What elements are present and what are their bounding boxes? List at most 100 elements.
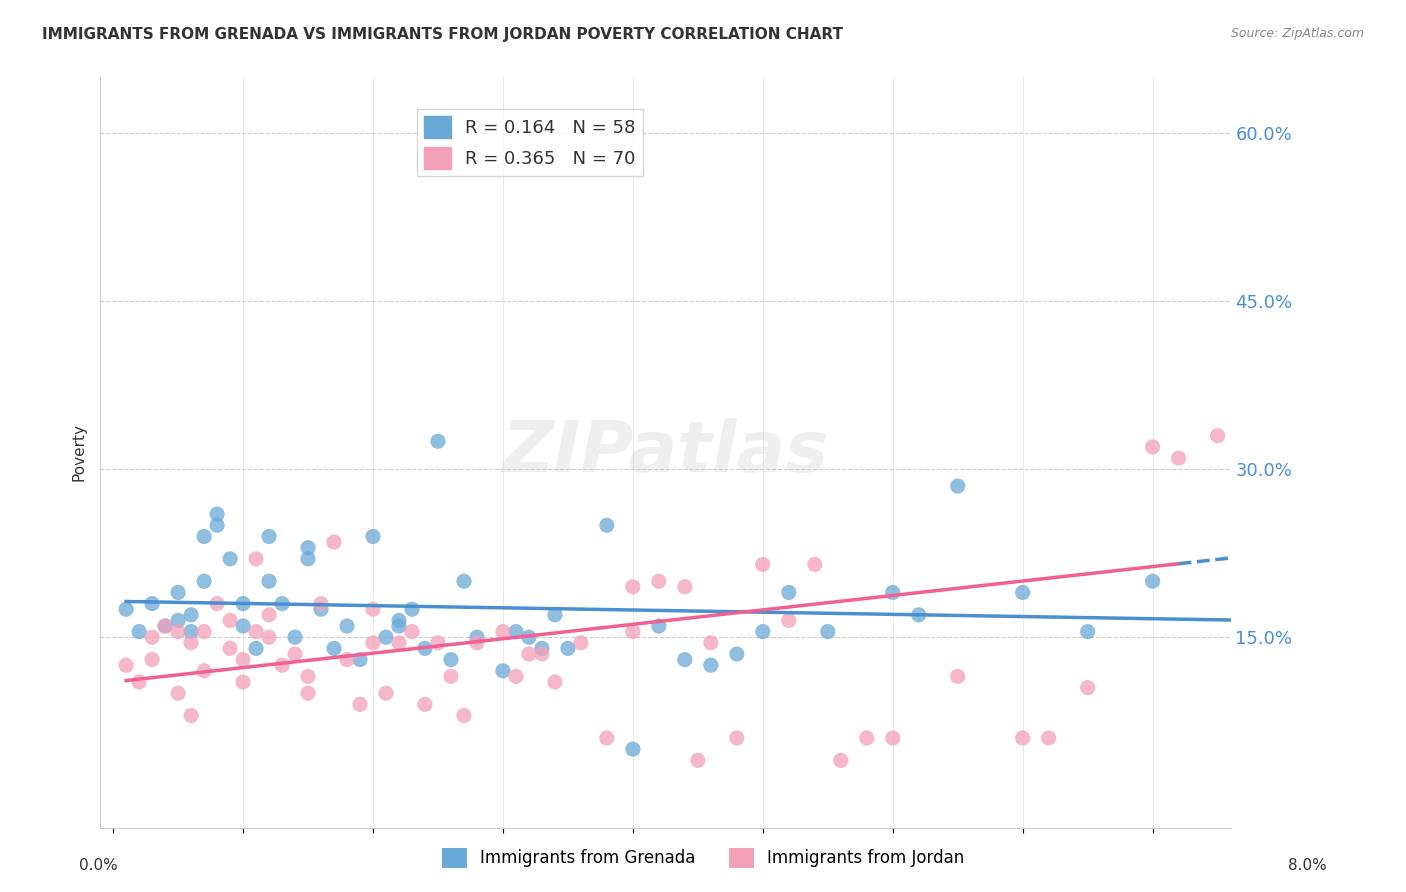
Point	[257, 607, 280, 622]
Point	[361, 636, 384, 650]
Point	[673, 652, 696, 666]
Point	[323, 641, 346, 656]
Point	[648, 619, 671, 633]
Point	[180, 607, 202, 622]
Point	[1077, 681, 1099, 695]
Point	[830, 753, 852, 767]
Point	[1271, 440, 1294, 454]
Point	[817, 624, 839, 639]
Point	[257, 574, 280, 589]
Point	[804, 558, 827, 572]
Point	[855, 731, 877, 745]
Point	[752, 624, 775, 639]
Point	[505, 624, 527, 639]
Y-axis label: Poverty: Poverty	[72, 424, 86, 482]
Point	[336, 619, 359, 633]
Text: Source: ZipAtlas.com: Source: ZipAtlas.com	[1230, 27, 1364, 40]
Point	[205, 597, 228, 611]
Point	[686, 753, 709, 767]
Point	[361, 602, 384, 616]
Point	[180, 636, 202, 650]
Point	[323, 535, 346, 549]
Point	[115, 602, 138, 616]
Point	[297, 669, 319, 683]
Point	[128, 624, 150, 639]
Point	[517, 630, 540, 644]
Point	[361, 529, 384, 543]
Point	[621, 580, 644, 594]
Point	[1011, 585, 1033, 599]
Point	[309, 602, 332, 616]
Point	[427, 434, 450, 449]
Point	[882, 731, 904, 745]
Point	[700, 658, 723, 673]
Point	[1298, 216, 1320, 230]
Point	[271, 597, 294, 611]
Point	[180, 708, 202, 723]
Point	[141, 630, 163, 644]
Point	[1167, 451, 1189, 466]
Point	[453, 574, 475, 589]
Point	[232, 675, 254, 690]
Text: ZIPatlas: ZIPatlas	[502, 418, 830, 487]
Point	[257, 529, 280, 543]
Point	[946, 479, 969, 493]
Text: IMMIGRANTS FROM GRENADA VS IMMIGRANTS FROM JORDAN POVERTY CORRELATION CHART: IMMIGRANTS FROM GRENADA VS IMMIGRANTS FR…	[42, 27, 844, 42]
Point	[180, 624, 202, 639]
Point	[1142, 440, 1164, 454]
Point	[245, 624, 267, 639]
Point	[336, 652, 359, 666]
Point	[1271, 602, 1294, 616]
Point	[219, 614, 242, 628]
Point	[725, 647, 748, 661]
Point	[128, 675, 150, 690]
Point	[557, 641, 579, 656]
Point	[388, 619, 411, 633]
Point	[453, 708, 475, 723]
Point	[673, 580, 696, 594]
Point	[1206, 428, 1229, 442]
Point	[375, 630, 398, 644]
Point	[401, 602, 423, 616]
Point	[115, 658, 138, 673]
Point	[388, 636, 411, 650]
Point	[257, 630, 280, 644]
Point	[505, 669, 527, 683]
Point	[1362, 518, 1385, 533]
Point	[219, 641, 242, 656]
Point	[1142, 574, 1164, 589]
Point	[596, 731, 619, 745]
Point	[882, 585, 904, 599]
Point	[1011, 731, 1033, 745]
Point	[297, 552, 319, 566]
Point	[465, 630, 488, 644]
Point	[544, 675, 567, 690]
Point	[1402, 558, 1406, 572]
Point	[907, 607, 929, 622]
Point	[621, 742, 644, 756]
Point	[153, 619, 176, 633]
Point	[297, 686, 319, 700]
Point	[752, 558, 775, 572]
Point	[309, 597, 332, 611]
Point	[530, 641, 553, 656]
Point	[413, 641, 436, 656]
Legend: R = 0.164   N = 58, R = 0.365   N = 70: R = 0.164 N = 58, R = 0.365 N = 70	[416, 109, 643, 177]
Point	[778, 614, 800, 628]
Point	[517, 647, 540, 661]
Text: 0.0%: 0.0%	[79, 858, 118, 872]
Point	[193, 664, 215, 678]
Point	[349, 652, 371, 666]
Point	[440, 652, 463, 666]
Legend: Immigrants from Grenada, Immigrants from Jordan: Immigrants from Grenada, Immigrants from…	[434, 841, 972, 875]
Point	[297, 541, 319, 555]
Point	[621, 624, 644, 639]
Point	[401, 624, 423, 639]
Point	[232, 619, 254, 633]
Point	[271, 658, 294, 673]
Point	[167, 614, 190, 628]
Point	[193, 624, 215, 639]
Point	[492, 624, 515, 639]
Point	[492, 664, 515, 678]
Point	[413, 698, 436, 712]
